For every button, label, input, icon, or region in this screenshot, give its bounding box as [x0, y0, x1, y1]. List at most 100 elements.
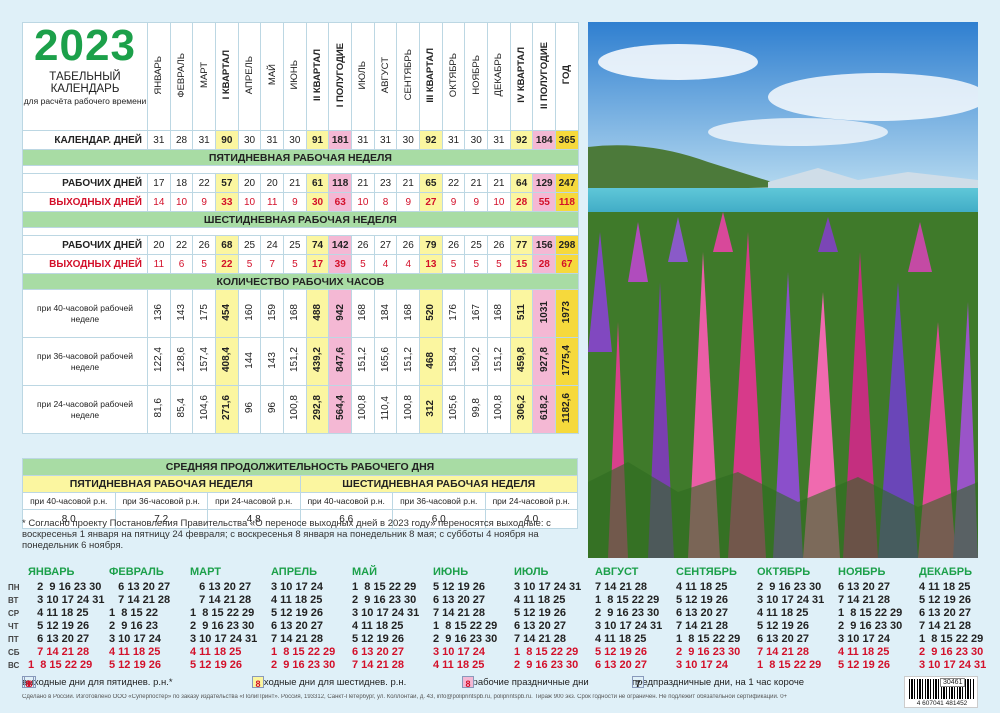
- value-cell: 100,8: [283, 385, 307, 434]
- value-cell: 1182,6: [555, 385, 579, 434]
- calendar-title: ТАБЕЛЬНЫЙ КАЛЕНДАРЬ: [49, 71, 121, 95]
- value-cell: 31: [373, 130, 398, 150]
- value-cell: 5: [441, 254, 466, 274]
- value-cell: 136: [147, 289, 171, 338]
- avg-label: при 36-часовой р.н.: [114, 492, 208, 510]
- value-cell: 26: [192, 235, 217, 255]
- value-cell: 20: [237, 173, 262, 193]
- value-cell: 4: [373, 254, 398, 274]
- value-cell: 159: [260, 289, 285, 338]
- column-header: СЕНТЯБРЬ: [396, 22, 421, 131]
- value-cell: 143: [169, 289, 194, 338]
- value-cell: 564,4: [328, 385, 353, 434]
- avg-label: при 24-часовой р.н.: [207, 492, 301, 510]
- month-grid: 4 11 18 25 5 12 19 26 6 13 20 27 7 14 21 28…: [676, 581, 741, 671]
- value-cell: 160: [237, 289, 262, 338]
- value-cell: 9: [192, 192, 217, 212]
- value-cell: 618,2: [532, 385, 557, 434]
- row-label: РАБОЧИХ ДНЕЙ: [22, 235, 148, 255]
- avg-label: при 36-часовой р.н.: [392, 492, 486, 510]
- value-cell: 30: [396, 130, 421, 150]
- value-cell: 26: [396, 235, 421, 255]
- value-cell: 271,6: [215, 385, 239, 434]
- month-grid: 4 11 18 25 5 12 19 26 6 13 20 27 7 14 21 28…: [919, 581, 987, 671]
- value-cell: 27: [419, 192, 443, 212]
- value-cell: 10: [351, 192, 375, 212]
- value-cell: 1973: [555, 289, 579, 338]
- month-grid: 1 8 15 22 29 2 9 16 23 30 3 10 17 24 31 4 1…: [352, 581, 420, 671]
- value-cell: 31: [487, 130, 511, 150]
- value-cell: 11: [147, 254, 171, 274]
- calendar-subtitle: для расчёта рабочего времени: [23, 96, 147, 106]
- value-cell: 9: [441, 192, 466, 212]
- month-grid: 5 12 19 26 6 13 20 27 7 14 21 28 1 8 15 22 …: [433, 581, 498, 671]
- weekday-label: ЧТ: [8, 622, 19, 631]
- month-grid: 3 10 17 24 4 11 18 25 5 12 19 26 6 13 20 27…: [271, 581, 336, 671]
- column-header: III КВАРТАЛ: [419, 22, 443, 131]
- value-cell: 439,2: [305, 337, 330, 386]
- value-cell: 151,2: [351, 337, 375, 386]
- product-code: 30461: [940, 678, 966, 687]
- column-header: I КВАРТАЛ: [215, 22, 239, 131]
- value-cell: 168: [487, 289, 511, 338]
- value-cell: 454: [215, 289, 239, 338]
- value-cell: 67: [555, 254, 579, 274]
- month-grid: 7 14 21 28 1 8 15 22 29 2 9 16 23 30 3 10 1…: [595, 581, 663, 671]
- value-cell: 128,6: [169, 337, 194, 386]
- lupine-flowers: [588, 212, 978, 558]
- month-name: МАЙ: [352, 566, 378, 578]
- column-header: АПРЕЛЬ: [237, 22, 262, 131]
- value-cell: 144: [237, 337, 262, 386]
- value-cell: 96: [237, 385, 262, 434]
- month-name: ОКТЯБРЬ: [757, 566, 811, 578]
- value-cell: 151,2: [487, 337, 511, 386]
- weekday-label: ПН: [8, 583, 20, 592]
- value-cell: 63: [328, 192, 353, 212]
- month-name: ДЕКАБРЬ: [919, 566, 972, 578]
- avg-value: 6,6: [299, 509, 393, 529]
- column-header: IV КВАРТАЛ: [509, 22, 534, 131]
- value-cell: 21: [351, 173, 375, 193]
- column-header: МАРТ: [192, 22, 217, 131]
- column-header: ОКТЯБРЬ: [441, 22, 466, 131]
- weekday-label: ВТ: [8, 596, 19, 605]
- value-cell: 158,4: [441, 337, 466, 386]
- avg-value: 4,0: [484, 509, 578, 529]
- value-cell: 143: [260, 337, 285, 386]
- barcode-number: 4 607041 481452: [916, 700, 968, 707]
- value-cell: 105,6: [441, 385, 466, 434]
- month-name: НОЯБРЬ: [838, 566, 886, 578]
- value-cell: 156: [532, 235, 557, 255]
- row-label: при 36-часовой рабочей неделе: [22, 337, 148, 386]
- month-grid: 2 9 16 23 30 3 10 17 24 31 4 11 18 25 5 …: [28, 581, 105, 671]
- value-cell: 5: [351, 254, 375, 274]
- value-cell: 151,2: [396, 337, 421, 386]
- value-cell: 25: [283, 235, 307, 255]
- value-cell: 77: [509, 235, 534, 255]
- value-cell: 14: [147, 192, 171, 212]
- value-cell: 30: [464, 130, 489, 150]
- value-cell: 9: [283, 192, 307, 212]
- legend-holiday: нерабочие праздничные дни: [462, 677, 589, 688]
- value-cell: 165,6: [373, 337, 398, 386]
- value-cell: 39: [328, 254, 353, 274]
- value-cell: 9: [464, 192, 489, 212]
- value-cell: 79: [419, 235, 443, 255]
- section-title: КОЛИЧЕСТВО РАБОЧИХ ЧАСОВ: [22, 273, 579, 290]
- avg-label: при 40-часовой р.н.: [299, 492, 393, 510]
- month-name: ИЮЛЬ: [514, 566, 549, 578]
- month-grid: 6 13 20 27 7 14 21 28 1 8 15 22 29 2 9 16 …: [190, 581, 258, 671]
- value-cell: 312: [419, 385, 443, 434]
- value-cell: 942: [328, 289, 353, 338]
- landscape-image: [588, 22, 978, 558]
- value-cell: 100,8: [396, 385, 421, 434]
- value-cell: 81,6: [147, 385, 171, 434]
- value-cell: 1031: [532, 289, 557, 338]
- value-cell: 520: [419, 289, 443, 338]
- value-cell: 110,4: [373, 385, 398, 434]
- value-cell: 10: [237, 192, 262, 212]
- transfer-note: * Согласно проекту Постановления Правите…: [22, 518, 551, 551]
- legend-box: 8: [24, 676, 36, 689]
- value-cell: 10: [169, 192, 194, 212]
- year-title: 2023: [34, 22, 136, 70]
